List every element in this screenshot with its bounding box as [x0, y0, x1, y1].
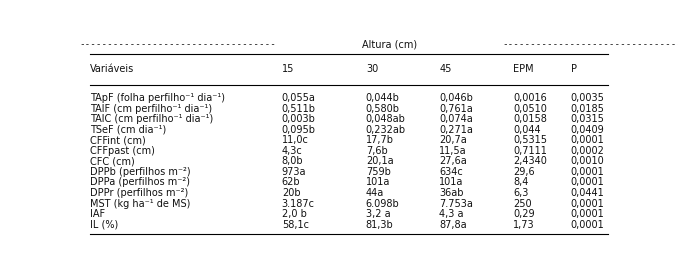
Text: 0,0001: 0,0001	[571, 135, 605, 145]
Text: P: P	[571, 64, 577, 74]
Text: 4,3 a: 4,3 a	[439, 209, 464, 219]
Text: 973a: 973a	[282, 167, 306, 177]
Text: CFFint (cm): CFFint (cm)	[90, 135, 146, 145]
Text: 0,0016: 0,0016	[513, 93, 546, 103]
Text: 759b: 759b	[366, 167, 391, 177]
Text: 0,0409: 0,0409	[571, 125, 605, 135]
Text: 11,0c: 11,0c	[282, 135, 308, 145]
Text: Variáveis: Variáveis	[90, 64, 134, 74]
Text: 4,3c: 4,3c	[282, 146, 302, 156]
Text: -----------------------------------: -----------------------------------	[502, 40, 678, 49]
Text: 0,0001: 0,0001	[571, 199, 605, 209]
Text: 0,0441: 0,0441	[571, 188, 605, 198]
Text: Altura (cm): Altura (cm)	[362, 40, 417, 50]
Text: 0,0001: 0,0001	[571, 167, 605, 177]
Text: 250: 250	[513, 199, 532, 209]
Text: 0,095b: 0,095b	[282, 125, 316, 135]
Text: 20,7a: 20,7a	[439, 135, 467, 145]
Text: 0,003b: 0,003b	[282, 114, 316, 124]
Text: 44a: 44a	[366, 188, 384, 198]
Text: 36ab: 36ab	[439, 188, 464, 198]
Text: CFFpast (cm): CFFpast (cm)	[90, 146, 155, 156]
Text: 7,6b: 7,6b	[366, 146, 388, 156]
Text: 8,0b: 8,0b	[282, 156, 304, 166]
Text: DPPb (perfilhos m⁻²): DPPb (perfilhos m⁻²)	[90, 167, 191, 177]
Text: 0,0035: 0,0035	[571, 93, 605, 103]
Text: 45: 45	[439, 64, 452, 74]
Text: 0,232ab: 0,232ab	[366, 125, 406, 135]
Text: 0,761a: 0,761a	[439, 104, 473, 114]
Text: -----------------------------------: -----------------------------------	[79, 40, 277, 49]
Text: IAF: IAF	[90, 209, 105, 219]
Text: 0,5315: 0,5315	[513, 135, 547, 145]
Text: 7.753a: 7.753a	[439, 199, 473, 209]
Text: 62b: 62b	[282, 177, 300, 188]
Text: TApF (folha perfilho⁻¹ dia⁻¹): TApF (folha perfilho⁻¹ dia⁻¹)	[90, 93, 225, 103]
Text: 2,4340: 2,4340	[513, 156, 547, 166]
Text: TAlF (cm perfilho⁻¹ dia⁻¹): TAlF (cm perfilho⁻¹ dia⁻¹)	[90, 104, 212, 114]
Text: 0,074a: 0,074a	[439, 114, 473, 124]
Text: 0,046b: 0,046b	[439, 93, 473, 103]
Text: 0,0001: 0,0001	[571, 220, 605, 230]
Text: DPPr (perfilhos m⁻²): DPPr (perfilhos m⁻²)	[90, 188, 188, 198]
Text: 87,8a: 87,8a	[439, 220, 467, 230]
Text: TAlC (cm perfilho⁻¹ dia⁻¹): TAlC (cm perfilho⁻¹ dia⁻¹)	[90, 114, 214, 124]
Text: 0,0010: 0,0010	[571, 156, 605, 166]
Text: 0,0158: 0,0158	[513, 114, 547, 124]
Text: 101a: 101a	[366, 177, 391, 188]
Text: 0,0002: 0,0002	[571, 146, 605, 156]
Text: 0,0185: 0,0185	[571, 104, 605, 114]
Text: 2,0 b: 2,0 b	[282, 209, 306, 219]
Text: 634c: 634c	[439, 167, 463, 177]
Text: 15: 15	[282, 64, 294, 74]
Text: 30: 30	[366, 64, 378, 74]
Text: CFC (cm): CFC (cm)	[90, 156, 135, 166]
Text: TSeF (cm dia⁻¹): TSeF (cm dia⁻¹)	[90, 125, 166, 135]
Text: 6,3: 6,3	[513, 188, 528, 198]
Text: 0,0001: 0,0001	[571, 177, 605, 188]
Text: 0,271a: 0,271a	[439, 125, 473, 135]
Text: 101a: 101a	[439, 177, 464, 188]
Text: 1,73: 1,73	[513, 220, 535, 230]
Text: 6.098b: 6.098b	[366, 199, 399, 209]
Text: 0,048ab: 0,048ab	[366, 114, 405, 124]
Text: 29,6: 29,6	[513, 167, 535, 177]
Text: 0,0001: 0,0001	[571, 209, 605, 219]
Text: 0,29: 0,29	[513, 209, 535, 219]
Text: 0,511b: 0,511b	[282, 104, 316, 114]
Text: 3,2 a: 3,2 a	[366, 209, 391, 219]
Text: 0,580b: 0,580b	[366, 104, 400, 114]
Text: 0,0315: 0,0315	[571, 114, 605, 124]
Text: 8,4: 8,4	[513, 177, 528, 188]
Text: DPPa (perfilhos m⁻²): DPPa (perfilhos m⁻²)	[90, 177, 190, 188]
Text: 3.187c: 3.187c	[282, 199, 315, 209]
Text: 0,055a: 0,055a	[282, 93, 316, 103]
Text: 0,0510: 0,0510	[513, 104, 547, 114]
Text: 20b: 20b	[282, 188, 300, 198]
Text: IL (%): IL (%)	[90, 220, 118, 230]
Text: 58,1c: 58,1c	[282, 220, 308, 230]
Text: 20,1a: 20,1a	[366, 156, 393, 166]
Text: 0,7111: 0,7111	[513, 146, 547, 156]
Text: 17,7b: 17,7b	[366, 135, 394, 145]
Text: 0,044b: 0,044b	[366, 93, 400, 103]
Text: 0,044: 0,044	[513, 125, 540, 135]
Text: EPM: EPM	[513, 64, 534, 74]
Text: 27,6a: 27,6a	[439, 156, 467, 166]
Text: MST (kg ha⁻¹ de MS): MST (kg ha⁻¹ de MS)	[90, 199, 191, 209]
Text: 11,5a: 11,5a	[439, 146, 467, 156]
Text: 81,3b: 81,3b	[366, 220, 394, 230]
